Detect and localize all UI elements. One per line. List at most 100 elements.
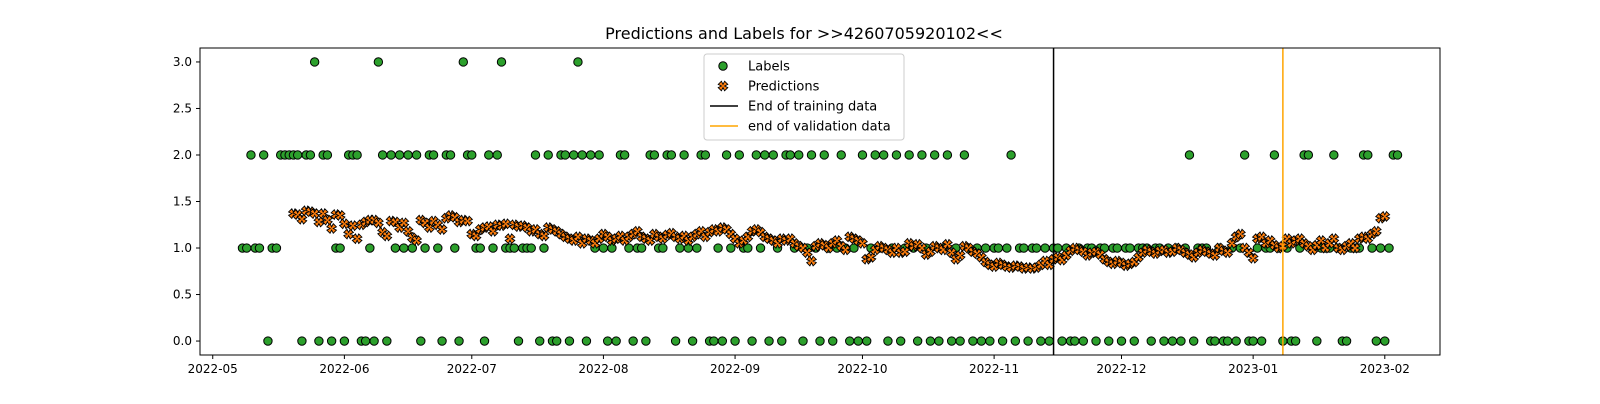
label-point xyxy=(878,150,889,160)
label-point xyxy=(339,336,350,346)
x-tick-label: 2022-10 xyxy=(837,362,887,376)
label-point xyxy=(488,243,498,253)
label-point xyxy=(636,243,647,253)
label-point xyxy=(1006,150,1016,160)
label-point xyxy=(543,150,553,160)
label-point xyxy=(607,243,617,253)
prediction-point xyxy=(1379,210,1391,222)
label-point xyxy=(768,150,778,160)
label-point xyxy=(760,150,770,160)
label-point xyxy=(1053,243,1063,253)
label-point xyxy=(929,150,940,160)
prediction-point xyxy=(321,214,333,226)
prediction-point xyxy=(334,209,346,222)
x-tick-label: 2022-11 xyxy=(969,362,1019,376)
label-point xyxy=(904,150,914,160)
label-point xyxy=(1210,336,1220,346)
label-point xyxy=(751,150,762,160)
label-point xyxy=(611,336,621,346)
label-point xyxy=(1329,150,1339,160)
prediction-point xyxy=(398,217,410,229)
label-point xyxy=(292,150,303,160)
label-point xyxy=(747,336,757,346)
label-point xyxy=(433,243,443,253)
chart-title: Predictions and Labels for >>42607059201… xyxy=(605,24,1003,43)
label-point xyxy=(1312,336,1322,346)
label-point xyxy=(743,243,753,253)
prediction-point xyxy=(538,230,550,242)
label-point xyxy=(1341,336,1352,346)
label-point xyxy=(598,243,609,253)
y-tick-label: 3.0 xyxy=(173,55,192,69)
label-point xyxy=(713,243,723,253)
label-point xyxy=(925,336,936,346)
prediction-point xyxy=(338,218,350,230)
label-point xyxy=(845,336,855,346)
label-point xyxy=(581,336,592,346)
label-point xyxy=(993,243,1004,253)
label-point xyxy=(985,336,995,346)
legend-labels-marker xyxy=(718,61,728,71)
prediction-point xyxy=(326,222,338,235)
label-point xyxy=(1125,243,1135,253)
label-point xyxy=(335,243,345,253)
label-point xyxy=(496,57,507,67)
label-point xyxy=(399,243,409,253)
label-point xyxy=(309,57,320,67)
label-point xyxy=(458,57,468,67)
label-point xyxy=(352,150,362,160)
label-point xyxy=(730,336,740,346)
label-point xyxy=(526,243,536,253)
y-tick-label: 2.5 xyxy=(173,101,192,115)
x-tick-label: 2022-08 xyxy=(578,362,628,376)
prediction-point xyxy=(899,246,911,258)
label-point xyxy=(530,150,541,160)
label-point xyxy=(857,150,868,160)
label-point xyxy=(513,336,524,346)
y-tick-label: 1.5 xyxy=(173,195,192,209)
label-point xyxy=(649,150,660,160)
label-point xyxy=(1188,336,1199,346)
x-tick-label: 2022-12 xyxy=(1096,362,1146,376)
prediction-point xyxy=(1328,233,1340,245)
label-point xyxy=(1002,243,1012,253)
label-point xyxy=(1167,336,1178,346)
label-point xyxy=(394,150,405,160)
y-tick-label: 2.0 xyxy=(173,148,192,162)
label-point xyxy=(492,150,502,160)
prediction-point xyxy=(372,217,384,229)
label-point xyxy=(564,336,575,346)
label-point xyxy=(1380,336,1390,346)
label-point xyxy=(360,336,371,346)
prediction-point xyxy=(411,235,423,247)
label-point xyxy=(1231,336,1241,346)
label-point xyxy=(403,150,413,160)
label-point xyxy=(1070,336,1080,346)
label-point xyxy=(734,150,745,160)
label-point xyxy=(726,243,736,253)
predictions-series xyxy=(287,205,1391,275)
label-point xyxy=(390,243,401,253)
label-point xyxy=(1036,336,1046,346)
x-tick-label: 2023-01 xyxy=(1228,362,1278,376)
prediction-point xyxy=(1370,225,1382,237)
label-point xyxy=(271,243,282,253)
label-point xyxy=(445,150,456,160)
label-point xyxy=(305,150,316,160)
label-point xyxy=(670,336,681,346)
label-point xyxy=(679,150,689,160)
prediction-point xyxy=(461,215,474,227)
prediction-point xyxy=(381,230,393,242)
label-point xyxy=(1392,150,1403,160)
label-point xyxy=(577,150,587,160)
x-tick-label: 2022-07 xyxy=(447,362,497,376)
prediction-point xyxy=(504,233,516,245)
label-point xyxy=(836,150,846,160)
label-point xyxy=(254,243,265,253)
label-point xyxy=(450,243,460,253)
label-point xyxy=(619,150,630,160)
x-tick-label: 2022-09 xyxy=(710,362,760,376)
label-point xyxy=(1159,336,1169,346)
